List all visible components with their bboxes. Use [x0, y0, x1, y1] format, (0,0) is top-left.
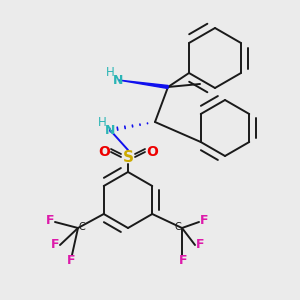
Text: H: H — [106, 65, 114, 79]
Text: O: O — [98, 145, 110, 159]
Text: F: F — [200, 214, 208, 227]
Text: N: N — [105, 124, 115, 136]
Text: F: F — [196, 238, 204, 251]
Text: C: C — [175, 222, 182, 232]
Polygon shape — [118, 80, 168, 88]
Text: F: F — [179, 254, 187, 268]
Text: F: F — [46, 214, 54, 227]
Text: O: O — [146, 145, 158, 159]
Text: C: C — [79, 222, 86, 232]
Text: F: F — [67, 254, 75, 268]
Text: N: N — [113, 74, 123, 86]
Text: H: H — [98, 116, 106, 130]
Text: S: S — [122, 149, 134, 164]
Text: F: F — [51, 238, 59, 251]
